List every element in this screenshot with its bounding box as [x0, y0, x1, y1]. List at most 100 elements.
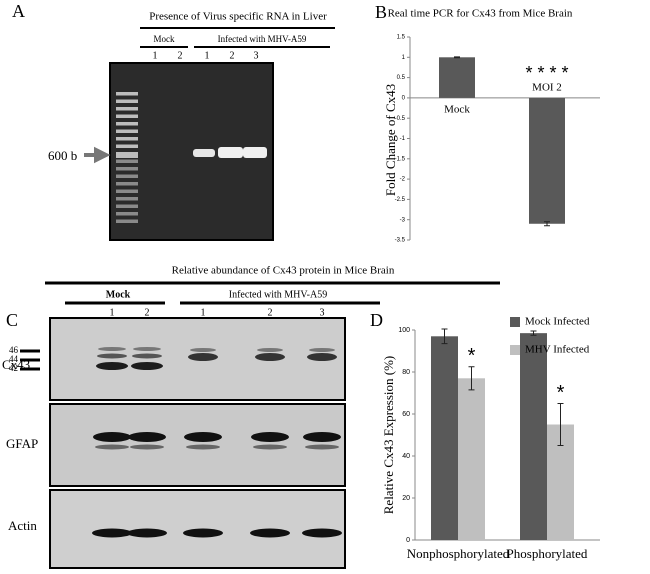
band	[257, 348, 283, 352]
gel-band	[243, 147, 267, 158]
band	[130, 444, 164, 450]
y-tick-label: -3.5	[395, 238, 406, 244]
x-tick-label: Phosphorylated	[507, 546, 588, 561]
size-label: 44	[9, 354, 19, 364]
y-tick-label: 60	[402, 411, 410, 418]
bar	[520, 333, 547, 540]
error-bar	[441, 328, 448, 345]
ladder-band	[116, 212, 138, 216]
bar	[431, 336, 458, 540]
band	[305, 444, 339, 450]
y-tick-label: -1	[400, 136, 406, 142]
band	[250, 528, 290, 538]
band	[184, 432, 222, 442]
ladder-band	[116, 189, 138, 193]
legend-swatch	[510, 345, 520, 355]
ladder	[116, 92, 138, 223]
ladder-band	[116, 107, 138, 111]
y-axis-label: Relative Cx43 Expression (%)	[381, 356, 396, 515]
lane-label: 2	[178, 50, 183, 61]
y-tick-label: -2	[400, 177, 406, 183]
panel-label: C	[6, 310, 18, 330]
lane-label: 3	[254, 50, 259, 61]
lane-label: 1	[153, 50, 158, 61]
lane-label: 1	[205, 50, 210, 61]
ladder-band	[116, 92, 138, 96]
blot-label: Actin	[8, 518, 37, 533]
y-tick-label: 0.5	[397, 75, 406, 81]
lane-label: 2	[268, 307, 273, 318]
y-tick-label: 100	[398, 327, 410, 334]
x-tick-label: Nonphosphorylated	[407, 546, 510, 561]
error-bar	[557, 403, 564, 446]
band	[183, 528, 223, 538]
band	[255, 353, 285, 361]
lane-label: 1	[201, 307, 206, 318]
band	[92, 528, 132, 538]
bar	[439, 57, 475, 98]
y-tick-label: 80	[402, 369, 410, 376]
band	[132, 353, 162, 359]
marker-label: 600 b	[48, 148, 77, 163]
legend-label: Mock Infected	[525, 316, 590, 328]
legend-swatch	[510, 317, 520, 327]
panel-title: Relative abundance of Cx43 protein in Mi…	[172, 265, 395, 277]
x-tick-label: MOI 2	[532, 81, 562, 93]
band	[98, 347, 126, 351]
band	[251, 432, 289, 442]
bar	[529, 97, 565, 224]
blot-label: GFAP	[6, 436, 38, 451]
y-tick-label: 1.5	[397, 35, 406, 41]
band	[190, 348, 216, 352]
panel-label: D	[370, 310, 383, 330]
annotation: *	[468, 345, 476, 367]
error-bar	[530, 330, 537, 336]
blot	[49, 403, 346, 487]
ladder-band	[116, 137, 138, 141]
panel-label: A	[12, 1, 25, 21]
legend-label: MHV Infected	[525, 344, 590, 356]
x-tick-label: Mock	[444, 103, 470, 115]
annotation: * * * *	[525, 63, 568, 83]
ladder-band	[116, 152, 138, 158]
band	[128, 432, 166, 442]
lane-label: 1	[110, 307, 115, 318]
error-bar	[454, 56, 460, 59]
ladder-band	[116, 144, 138, 148]
y-tick-label: 20	[402, 495, 410, 502]
y-tick-label: 0	[406, 537, 410, 544]
band	[133, 347, 161, 351]
band	[97, 353, 127, 359]
group-label: Mock	[154, 34, 175, 44]
band	[309, 348, 335, 352]
band	[307, 353, 337, 361]
ladder-band	[116, 159, 138, 163]
band	[303, 432, 341, 442]
panel-label: B	[375, 2, 387, 22]
lane-label: 2	[145, 307, 150, 318]
y-tick-label: -0.5	[395, 116, 406, 122]
y-tick-label: -3	[400, 217, 406, 223]
y-tick-label: -2.5	[395, 197, 406, 203]
group-label: Infected with MHV-A59	[218, 34, 307, 44]
lane-label: 3	[320, 307, 325, 318]
ladder-band	[116, 122, 138, 126]
ladder-band	[116, 99, 138, 103]
lane-label: 2	[230, 50, 235, 61]
ladder-band	[116, 197, 138, 201]
band	[131, 362, 163, 370]
y-tick-label: 1	[402, 55, 406, 61]
ladder-band	[116, 114, 138, 118]
chart-title: Real time PCR for Cx43 from Mice Brain	[388, 8, 573, 20]
panel-title: Presence of Virus specific RNA in Liver	[149, 11, 327, 23]
group-label: Infected with MHV-A59	[229, 289, 328, 300]
ladder-band	[116, 182, 138, 186]
group-label: Mock	[106, 289, 131, 300]
arrow	[84, 146, 111, 164]
ladder-band	[116, 174, 138, 178]
annotation: *	[557, 382, 565, 404]
y-tick-label: -1.5	[395, 156, 406, 162]
ladder-band	[116, 129, 138, 133]
